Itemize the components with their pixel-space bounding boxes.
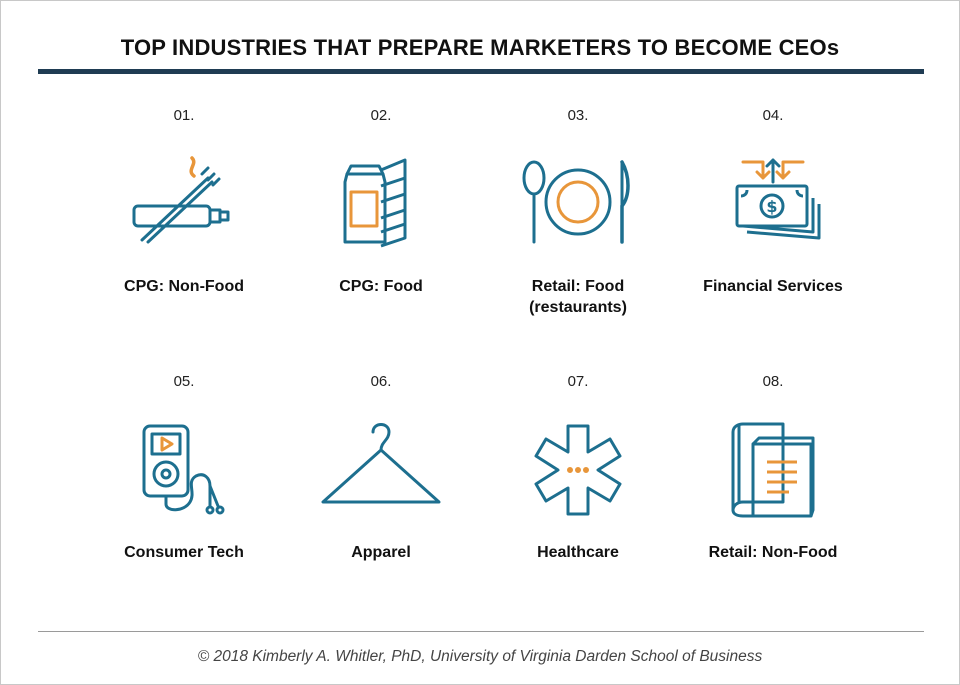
industry-label: Financial Services [703,278,843,295]
industry-number: 06. [370,373,392,390]
industry-number: 04. [762,107,784,124]
industry-number: 03. [567,107,589,124]
plate-cutlery-icon [522,160,630,244]
books-icon [731,422,815,518]
industry-label: Retail: Food (restaurants) [478,276,678,318]
industry-item-08: 08. Retail: Non-Food [673,372,873,563]
hanger-icon [321,423,441,504]
industry-number: 08. [762,373,784,390]
industry-label: Consumer Tech [124,544,244,561]
industry-number: 07. [567,373,589,390]
page-title: TOP INDUSTRIES THAT PREPARE MARKETERS TO… [120,35,840,60]
industry-label: Retail: Non-Food [708,544,838,561]
industry-label: CPG: Non-Food [124,278,244,295]
industry-item-03: 03. Retail: Food (restaurants) [478,106,678,318]
industry-label: CPG: Food [339,278,423,295]
money-stack-icon: $ [735,158,821,240]
copyright-credit: © 2018 Kimberly A. Whitler, PhD, Univers… [197,648,763,665]
industry-item-01: 01. CPG: Non-Food [84,106,284,297]
industry-label: Healthcare [537,544,619,561]
industry-item-02: 02. CPG: Food [281,106,481,297]
industry-item-06: 06. Apparel [281,372,481,563]
industry-label-line1: Retail: Food [531,278,625,295]
industry-item-07: 07. Healthcare [478,372,678,563]
music-player-icon [142,424,225,515]
industry-number: 05. [173,373,195,390]
industry-number: 02. [370,107,392,124]
toothbrush-icon [132,156,230,244]
title-divider [38,69,924,74]
industry-item-05: 05. Consumer Tech [84,372,284,563]
footer-divider [38,631,924,632]
svg-text:$: $ [766,197,777,216]
industry-label-line2: (restaurants) [529,299,627,316]
industry-label: Apparel [351,544,411,561]
food-cans-icon [343,158,407,248]
industry-item-04: 04. $ Financial Services [673,106,873,297]
star-of-life-icon [534,424,622,516]
industry-number: 01. [173,107,195,124]
